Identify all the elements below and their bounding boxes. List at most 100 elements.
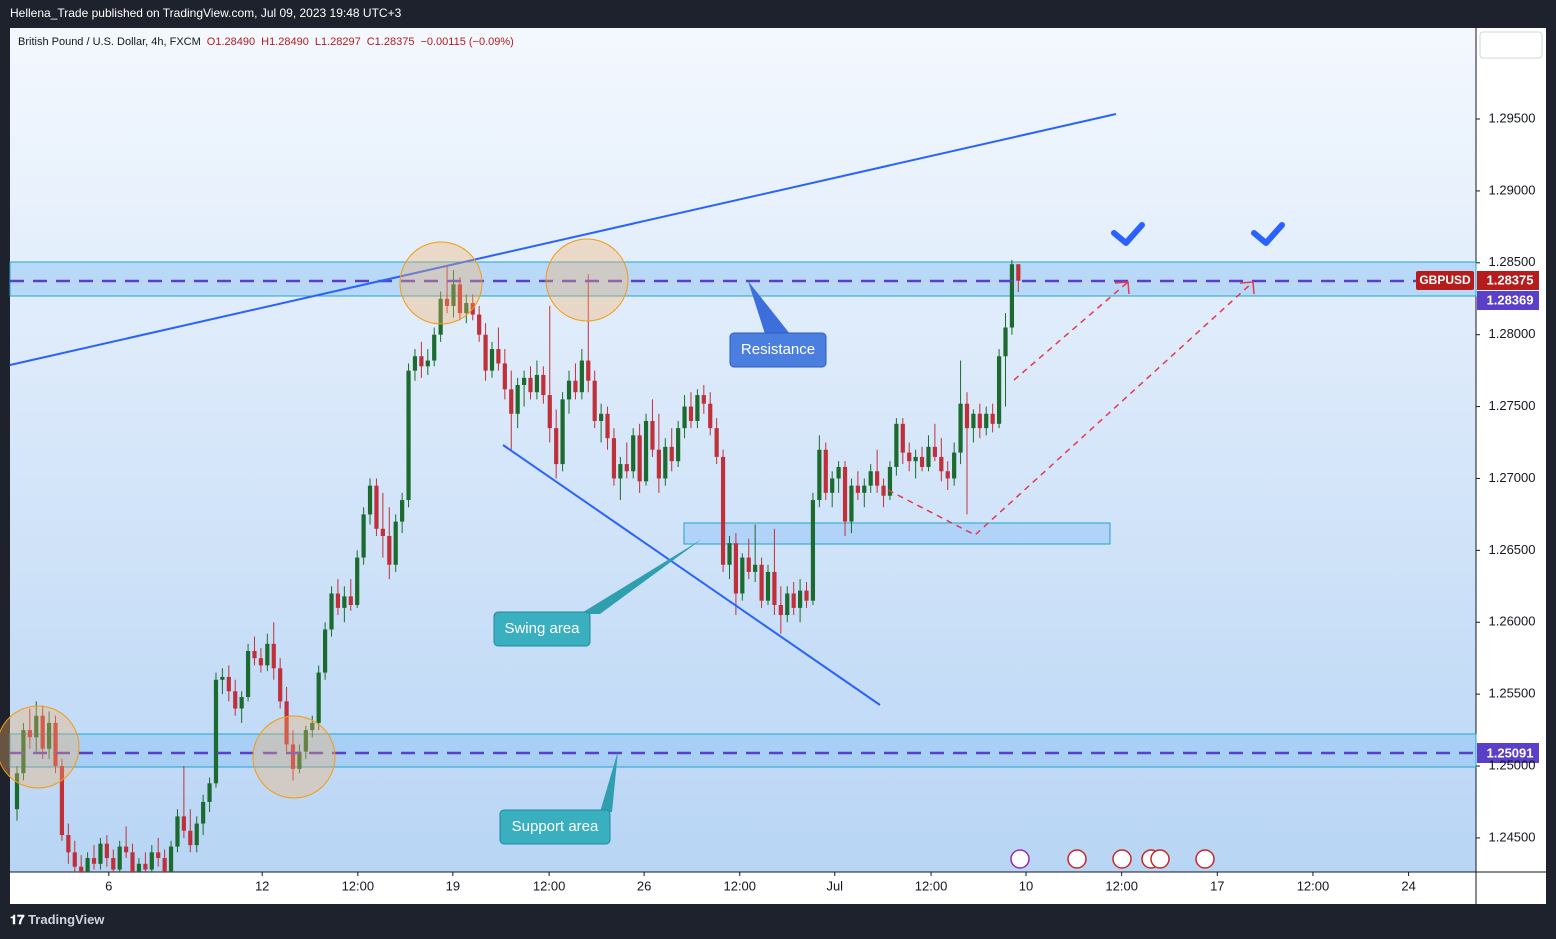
candle-body <box>252 651 257 659</box>
candle-body <box>489 349 495 371</box>
y-tick-label: 1.27500 <box>1489 398 1536 413</box>
price-label: 1.28375 <box>1487 272 1534 287</box>
candle-body <box>720 456 726 565</box>
plot-area <box>10 28 1476 872</box>
event-icon[interactable] <box>1150 849 1170 869</box>
candle-body <box>278 668 283 702</box>
quote: L1.28297 <box>315 36 361 48</box>
candle-body <box>663 446 668 479</box>
candle-body <box>91 858 97 864</box>
y-tick-label: 1.29500 <box>1489 110 1536 125</box>
candle-body <box>136 863 142 872</box>
candle-body <box>868 471 873 486</box>
candle-body <box>348 596 353 605</box>
brand-name: TradingView <box>28 912 105 927</box>
candle-body <box>528 377 533 393</box>
candle-body <box>14 773 20 810</box>
candle-body <box>355 557 360 605</box>
event-icon[interactable] <box>1067 849 1087 869</box>
event-icon[interactable] <box>1195 849 1215 869</box>
candle-body <box>72 852 77 867</box>
price-label: 1.28369 <box>1487 292 1534 307</box>
event-icon[interactable] <box>1010 849 1030 869</box>
candle-body <box>746 557 751 572</box>
x-tick-label: Jul <box>826 878 843 893</box>
candle-body <box>900 423 905 453</box>
button[interactable] <box>1479 31 1543 59</box>
candle-body <box>605 413 610 439</box>
candle-body <box>297 751 302 769</box>
candle-body <box>656 449 661 479</box>
candle-body <box>201 801 206 824</box>
logo: 𝟏𝟕 <box>10 912 28 927</box>
candle-body <box>502 363 507 390</box>
candle-body <box>932 446 937 457</box>
candle-body <box>958 403 963 453</box>
candle-body <box>34 715 39 738</box>
candle-body <box>560 399 565 465</box>
candle-body <box>290 744 296 769</box>
candle-body <box>964 403 970 429</box>
projection <box>1013 281 1129 381</box>
x-tick-label: 12:00 <box>915 878 948 893</box>
x-tick-label: 17 <box>1210 878 1224 893</box>
candle-body <box>239 697 244 709</box>
candle-body <box>939 456 944 472</box>
candle-body <box>213 679 219 784</box>
candle-body <box>643 420 649 482</box>
candle-body <box>823 449 828 493</box>
callout <box>493 611 591 647</box>
candle-body <box>695 395 700 421</box>
candle-body <box>759 564 764 601</box>
candle-body <box>778 604 783 616</box>
candle-body <box>393 521 398 565</box>
event-icons[interactable] <box>1010 849 1215 869</box>
candle-body <box>271 643 276 669</box>
check-mark <box>1251 222 1285 246</box>
quote: C1.28375 <box>367 36 415 48</box>
candle-body <box>753 564 758 572</box>
annotation: Support area <box>512 818 599 835</box>
candle-body <box>714 428 719 457</box>
candle-body <box>483 334 488 371</box>
candle-body <box>1003 327 1008 357</box>
candle-body <box>451 284 456 306</box>
candle-body <box>59 766 65 836</box>
support-zone <box>9 733 1477 768</box>
candle-body <box>509 389 514 414</box>
publisher: Hellena_Trade published on TradingView.c… <box>10 6 402 20</box>
candle-body <box>682 406 687 429</box>
x-tick-label: 12:00 <box>1105 878 1138 893</box>
check-mark <box>1111 222 1145 246</box>
candle-body <box>919 456 925 467</box>
candle-body <box>547 395 552 429</box>
candle-body <box>887 466 893 496</box>
candle-body <box>444 298 450 306</box>
candle-body <box>772 571 777 605</box>
candle-body <box>226 676 231 692</box>
y-tick-label: 1.28500 <box>1489 254 1536 269</box>
candle-body <box>406 370 411 501</box>
event-icon[interactable] <box>1112 849 1132 869</box>
candle-body <box>708 403 713 429</box>
candle-body <box>258 658 264 666</box>
y-tick-label: 1.26500 <box>1489 542 1536 557</box>
candle-body <box>862 485 867 493</box>
y-tick-label: 1.25500 <box>1489 686 1536 701</box>
candle-body <box>181 816 186 831</box>
candle-body <box>400 500 405 522</box>
x-tick-label: 26 <box>637 878 651 893</box>
candle-body <box>836 466 841 479</box>
candle-body <box>316 672 321 723</box>
annotation: Swing area <box>504 620 580 637</box>
candles <box>14 259 1021 872</box>
candle-body <box>554 428 559 465</box>
candle-body <box>188 830 193 846</box>
x-tick-label: 12:00 <box>1297 878 1330 893</box>
x-tick-label: 12:00 <box>533 878 566 893</box>
candle-body <box>40 715 45 749</box>
callout-pointer <box>580 539 702 614</box>
candle-body <box>733 543 739 594</box>
candle-body <box>335 593 341 608</box>
candle-body <box>175 816 180 847</box>
